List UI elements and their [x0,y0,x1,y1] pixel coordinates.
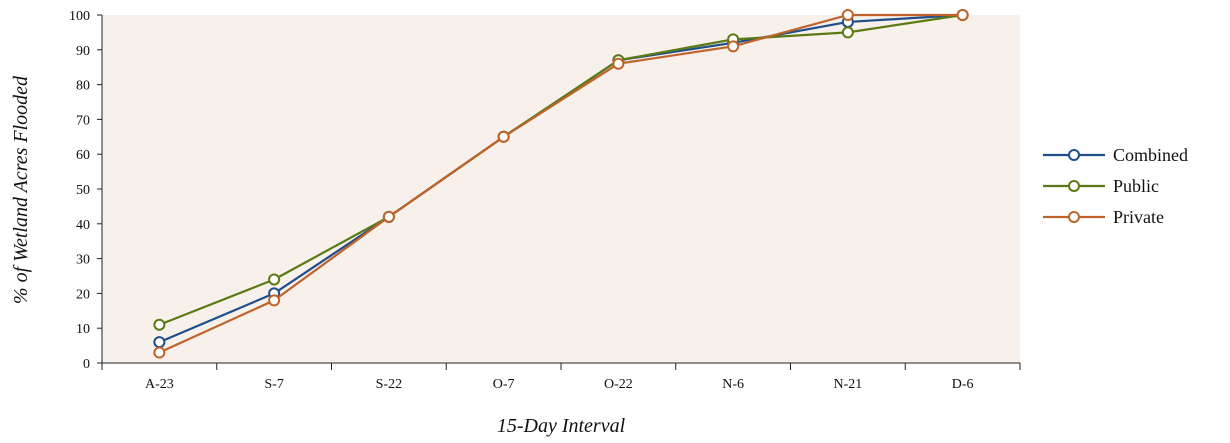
y-tick-label: 20 [76,287,90,302]
legend-item-private: Private [1043,207,1164,227]
x-tick-label: A-23 [145,377,174,392]
legend-marker-private [1068,211,1080,223]
y-tick-label: 40 [76,218,90,233]
data-point-private [956,9,969,21]
x-tick-label: S-7 [264,377,283,392]
y-axis-title: % of Wetland Acres Flooded [10,75,32,304]
x-tick-label: N-6 [722,377,744,392]
data-point-private [841,9,854,21]
y-tick-label: 0 [83,357,90,372]
legend: Combined Public Private [1043,145,1188,227]
data-point-private [612,57,625,70]
data-point-private [497,130,510,143]
legend-label-combined: Combined [1113,145,1188,165]
series-line-private [158,13,963,354]
series-private [153,9,969,359]
legend-item-public: Public [1043,176,1159,196]
legend-marker-public [1068,180,1080,192]
y-axis: 0 10 20 30 40 50 60 70 80 90 100 [69,9,103,372]
legend-label-private: Private [1113,207,1164,227]
data-point-private [382,210,395,223]
y-tick-label: 80 [76,79,90,94]
y-tick-label: 50 [76,183,90,198]
x-axis: A-23 S-7 S-22 O-7 O-22 N-6 N-21 D-6 [101,362,1021,392]
y-tick-label: 60 [76,148,90,163]
series-line-public [158,13,963,326]
plot-area [102,15,1020,363]
data-point-private [268,294,281,307]
y-tick-label: 70 [76,113,90,128]
data-point-public [153,318,166,331]
series-layer [153,9,969,359]
data-point-public [268,273,281,286]
data-point-public [841,26,854,39]
data-point-private [153,346,166,359]
legend-item-combined: Combined [1043,145,1188,165]
y-tick-label: 10 [76,322,90,337]
data-point-private [727,40,740,53]
legend-marker-combined [1068,149,1080,161]
x-tick-label: N-21 [833,377,862,392]
x-axis-title: 15-Day Interval [497,415,626,437]
x-tick-label: O-7 [493,377,515,392]
y-tick-label: 100 [69,9,90,24]
data-point-combined [153,336,166,349]
x-tick-label: O-22 [604,377,633,392]
x-tick-label: D-6 [952,377,974,392]
x-tick-label: S-22 [376,377,402,392]
legend-label-public: Public [1113,176,1159,196]
y-tick-label: 30 [76,253,90,268]
y-tick-label: 90 [76,44,90,59]
